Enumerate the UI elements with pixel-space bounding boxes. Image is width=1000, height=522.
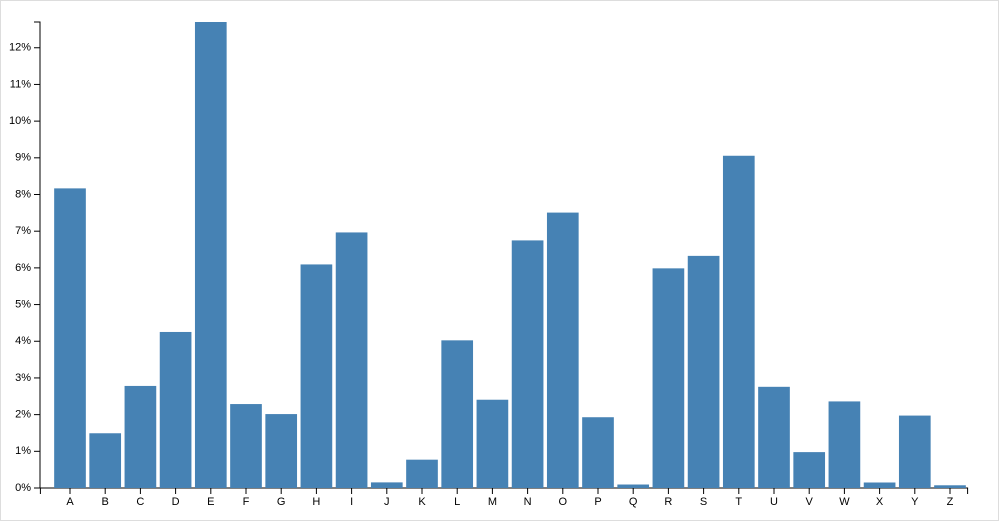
bar: [265, 414, 298, 488]
x-tick-label: H: [312, 496, 320, 508]
bar: [230, 404, 262, 488]
bar: [722, 155, 755, 488]
bar: [582, 417, 614, 488]
x-tick-label: A: [66, 496, 74, 508]
x-tick-label: F: [243, 496, 250, 508]
bar: [511, 240, 544, 488]
x-tick-label: O: [559, 496, 568, 508]
x-tick-label: N: [524, 496, 532, 508]
bar: [54, 188, 86, 488]
y-tick-label: 0%: [15, 482, 31, 494]
y-tick-label: 5%: [15, 298, 31, 310]
x-tick-label: P: [594, 496, 601, 508]
bar: [863, 482, 896, 488]
bar: [89, 433, 122, 488]
y-tick-label: 10%: [9, 115, 31, 127]
bar: [617, 484, 650, 488]
x-tick-label: U: [770, 496, 778, 508]
bar: [758, 386, 790, 488]
x-tick-label: G: [277, 496, 286, 508]
x-tick-label: Z: [947, 496, 954, 508]
bar: [546, 212, 579, 489]
bar: [934, 485, 966, 488]
bar: [898, 415, 931, 488]
x-tick-label: I: [350, 496, 353, 508]
x-tick-label: L: [454, 496, 460, 508]
x-tick-label: E: [207, 496, 214, 508]
bar: [194, 22, 227, 488]
x-tick-label: Y: [911, 496, 919, 508]
x-tick-label: R: [664, 496, 672, 508]
bar: [406, 459, 438, 488]
x-tick-label: W: [839, 496, 850, 508]
x-tick-label: T: [735, 496, 742, 508]
y-tick-label: 4%: [15, 335, 31, 347]
x-tick-label: V: [806, 496, 814, 508]
x-tick-label: S: [700, 496, 707, 508]
bar: [441, 340, 474, 488]
bar: [124, 385, 157, 488]
y-tick-label: 7%: [15, 225, 31, 237]
y-tick-label: 11%: [10, 78, 31, 90]
bar: [793, 452, 826, 488]
bar: [828, 401, 861, 488]
x-tick-label: J: [384, 496, 390, 508]
bar: [687, 255, 720, 488]
y-tick-label: 3%: [15, 372, 31, 384]
x-tick-label: C: [136, 496, 144, 508]
bar: [370, 482, 403, 488]
x-tick-label: D: [172, 496, 180, 508]
y-tick-label: 12%: [9, 42, 31, 54]
y-tick-label: 1%: [15, 445, 31, 457]
x-tick-label: Q: [629, 496, 638, 508]
x-tick-label: B: [102, 496, 109, 508]
y-tick-label: 9%: [15, 152, 31, 164]
y-tick-label: 6%: [15, 262, 31, 274]
bar: [159, 331, 192, 488]
y-tick-label: 8%: [15, 188, 31, 200]
x-tick-label: X: [876, 496, 884, 508]
bar: [335, 232, 368, 488]
x-tick-label: M: [488, 496, 497, 508]
bar: [300, 264, 333, 488]
bar: [476, 399, 509, 488]
x-tick-label: K: [418, 496, 426, 508]
y-tick-label: 2%: [15, 409, 31, 421]
bar: [652, 268, 685, 488]
